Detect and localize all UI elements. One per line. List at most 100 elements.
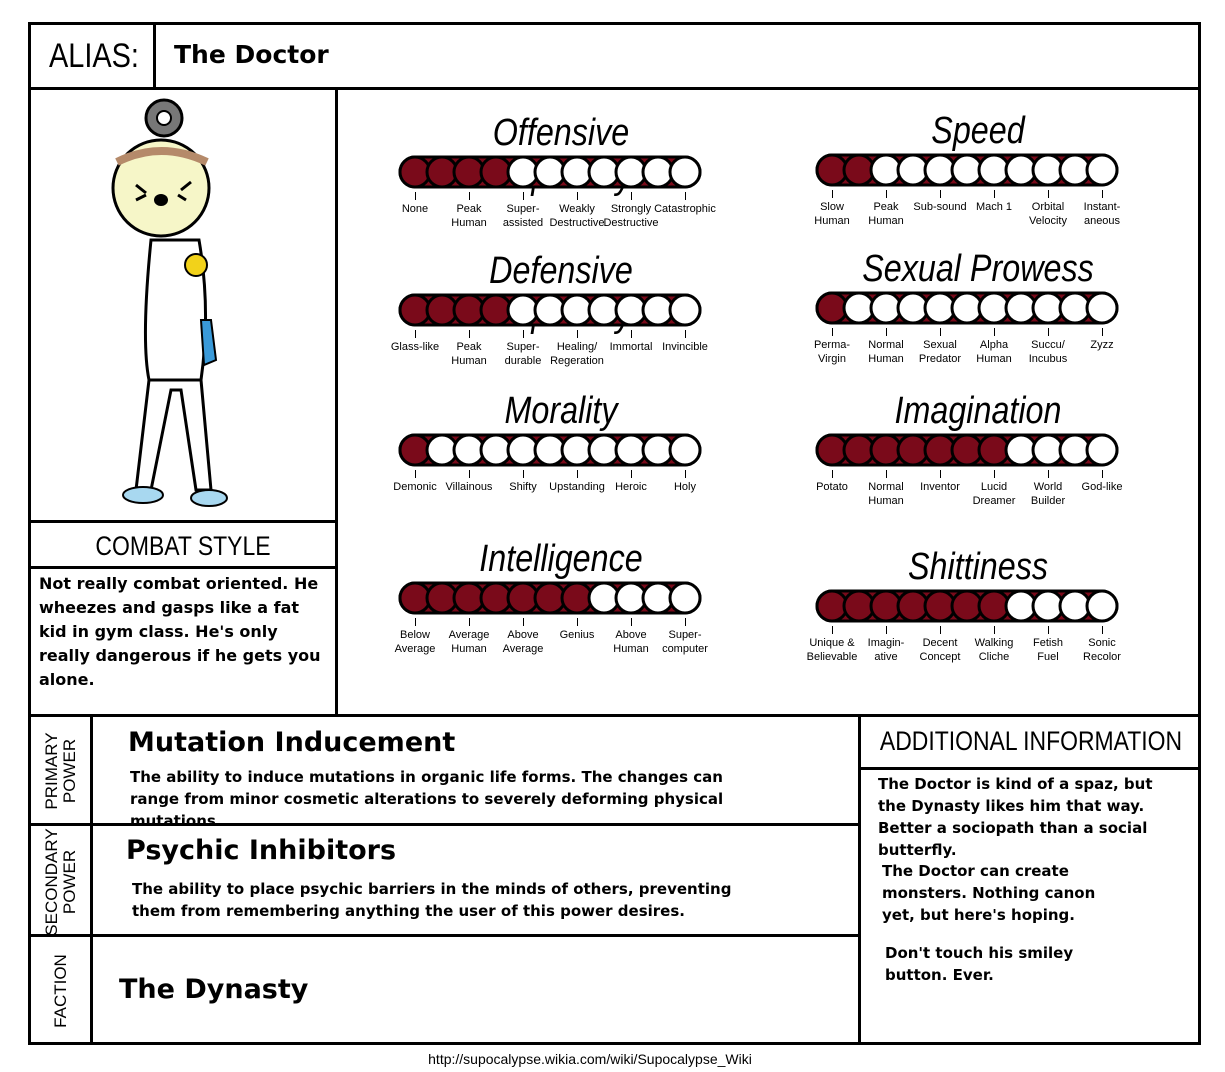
meter-tick xyxy=(1102,626,1103,634)
meter-segment-empty xyxy=(1085,153,1119,187)
meter-tick xyxy=(415,470,416,478)
meter-tick-label: Sonic Recolor xyxy=(1083,637,1121,663)
meter-tick xyxy=(469,330,470,338)
meter-tick-label: Average Human xyxy=(448,629,490,655)
meter-tick xyxy=(469,470,470,478)
meter-tick-label: None xyxy=(401,203,429,215)
additional-info-heading: ADDITIONAL INFORMATION xyxy=(879,726,1183,756)
meter-tick-label: Invincible xyxy=(662,341,708,353)
meter-tick xyxy=(577,618,578,626)
combat-style-header: COMBAT STYLE xyxy=(28,520,338,569)
meter-tick xyxy=(940,190,941,198)
meter-tick xyxy=(886,626,887,634)
meter-tick-label: Genius xyxy=(559,629,595,641)
additional-info-para-3: Don't touch his smiley button. Ever. xyxy=(885,944,1074,984)
alias-name: The Doctor xyxy=(174,40,329,69)
character-portrait xyxy=(111,98,228,507)
meter-segment-empty xyxy=(1085,433,1119,467)
meter-tick-label: Heroic xyxy=(615,481,647,493)
meter-title: Morality xyxy=(504,390,618,432)
meter-tick xyxy=(994,190,995,198)
combat-style-text: Not really combat oriented. He wheezes a… xyxy=(39,574,321,689)
meter-tick-label: Slow Human xyxy=(814,201,850,227)
meter-tick-label: Super- assisted xyxy=(502,203,544,229)
meter-tick xyxy=(469,618,470,626)
meter-tick xyxy=(523,330,524,338)
meter-tick xyxy=(523,192,524,200)
footer-url[interactable]: http://supocalypse.wikia.com/wiki/Supoca… xyxy=(428,1051,752,1067)
meter-tick xyxy=(886,328,887,336)
meter-segment-empty xyxy=(1085,589,1119,623)
meter-tick-label: Alpha Human xyxy=(976,339,1012,365)
meter-title: Shittiness xyxy=(907,546,1049,588)
meter-tick xyxy=(685,330,686,338)
secondary-power-panel: Psychic Inhibitors The ability to place … xyxy=(90,823,861,937)
primary-label-box: PRIMARY POWER xyxy=(28,714,93,826)
secondary-power-label: SECONDARY POWER xyxy=(42,828,79,936)
meter-bar xyxy=(398,293,702,327)
faction-name: The Dynasty xyxy=(119,974,309,1005)
meter-tick-label: World Builder xyxy=(1030,481,1066,507)
meter-tick xyxy=(940,470,941,478)
meter-tick-label: Immortal xyxy=(609,341,653,353)
meter-tick xyxy=(469,192,470,200)
alias-name-box: The Doctor xyxy=(153,22,1201,90)
meter-tick-label: Super- computer xyxy=(662,629,708,655)
meter-tick xyxy=(886,190,887,198)
meter-tick-label: Upstanding xyxy=(549,481,605,493)
meter-sexual-prowess: Sexual Prowess Perma- Virgin Normal Human S… xyxy=(813,248,1143,378)
meter-tick xyxy=(832,328,833,336)
meter-tick xyxy=(832,470,833,478)
additional-info-para-2: The Doctor can create monsters. Nothing … xyxy=(882,862,1096,924)
meter-tick xyxy=(631,618,632,626)
meter-tick xyxy=(685,618,686,626)
meter-tick-label: Potato xyxy=(816,481,848,493)
meter-tick xyxy=(994,626,995,634)
meter-tick-label: Normal Human xyxy=(868,339,904,365)
meter-title: Sexual Prowess xyxy=(862,248,1094,290)
meter-tick xyxy=(631,192,632,200)
meter-tick xyxy=(1048,190,1049,198)
meter-tick-label: Unique & Believable xyxy=(806,637,858,663)
stats-panel: Offensive CapabilityNonePeak HumanSuper-… xyxy=(335,87,1201,717)
meter-tick-label: Peak Human xyxy=(451,203,487,229)
meter-tick xyxy=(631,330,632,338)
meter-tick xyxy=(685,192,686,200)
meter-title: Speed xyxy=(931,110,1025,152)
alias-label-box: ALIAS: xyxy=(28,22,156,90)
meter-tick-label: Weakly Destructive xyxy=(549,203,605,229)
meter-tick xyxy=(685,470,686,478)
combat-style-panel: Not really combat oriented. He wheezes a… xyxy=(28,566,338,717)
meter-tick-label: Fetish Fuel xyxy=(1033,637,1063,663)
alias-label: ALIAS: xyxy=(49,37,139,75)
meter-bar xyxy=(398,581,702,615)
meter-tick xyxy=(940,328,941,336)
meter-tick-label: Villainous xyxy=(445,481,493,493)
meter-tick-label: Peak Human xyxy=(868,201,904,227)
meter-tick-label: Inventor xyxy=(920,481,960,493)
secondary-power-title: Psychic Inhibitors xyxy=(126,835,397,866)
meter-tick-label: Below Average xyxy=(394,629,436,655)
meter-tick xyxy=(1048,626,1049,634)
meter-shittiness: Shittiness Unique & Believable Imagin- ati… xyxy=(807,546,1143,676)
meter-tick-label: Sexual Predator xyxy=(918,339,962,365)
meter-morality: Morality Demonic Villainous Shifty Upstandin… xyxy=(393,390,726,520)
meter-bar xyxy=(815,589,1119,623)
secondary-label-box: SECONDARY POWER xyxy=(28,823,93,937)
faction-label: FACTION xyxy=(51,954,70,1028)
meter-tick xyxy=(832,190,833,198)
meter-tick xyxy=(415,618,416,626)
meter-tick-label: Zyzz xyxy=(1090,339,1114,351)
meter-tick xyxy=(940,626,941,634)
meter-segment-empty xyxy=(668,155,702,189)
meter-tick xyxy=(415,330,416,338)
meter-tick-label: Imagin- ative xyxy=(867,637,905,663)
meter-tick-label: Walking Cliche xyxy=(974,637,1014,663)
meter-intelligence: Intelligence Below Average Average Human Ab… xyxy=(395,538,726,668)
meter-tick-label: Succu/ Incubus xyxy=(1028,339,1068,365)
meter-segment-empty xyxy=(668,293,702,327)
meter-segment-empty xyxy=(668,433,702,467)
secondary-power-desc: The ability to place psychic barriers in… xyxy=(132,880,732,920)
meter-tick xyxy=(415,192,416,200)
